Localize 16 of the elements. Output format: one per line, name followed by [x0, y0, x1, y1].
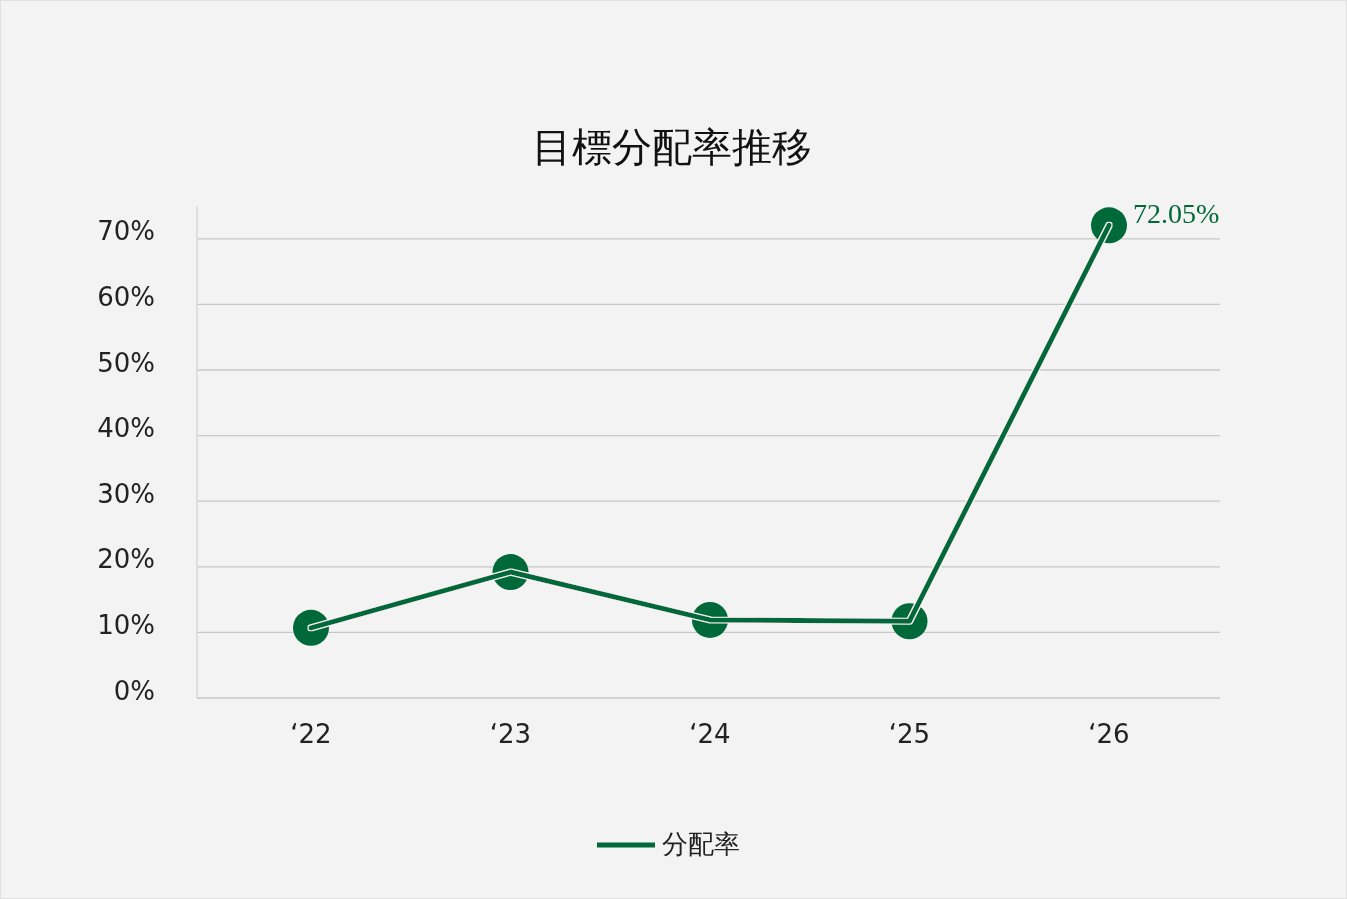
x-tick-label: ‘25 — [888, 718, 931, 749]
y-tick-label: 40% — [97, 413, 155, 444]
y-tick-label: 50% — [97, 347, 155, 378]
y-tick-label: 20% — [97, 544, 155, 575]
y-tick-label: 0% — [113, 675, 155, 706]
y-tick-label: 60% — [97, 281, 155, 312]
x-tick-label: ‘22 — [290, 718, 332, 749]
chart-title: 目標分配率推移 — [531, 124, 812, 170]
x-tick-label: ‘24 — [689, 718, 731, 749]
y-tick-label: 30% — [97, 478, 155, 509]
legend-label: 分配率 — [662, 828, 740, 859]
x-tick-label: ‘23 — [489, 718, 532, 749]
x-tick-label: ‘26 — [1088, 718, 1130, 749]
y-tick-label: 10% — [97, 609, 155, 640]
y-tick-label: 70% — [97, 216, 155, 247]
data-label: 72.05% — [1133, 197, 1220, 229]
